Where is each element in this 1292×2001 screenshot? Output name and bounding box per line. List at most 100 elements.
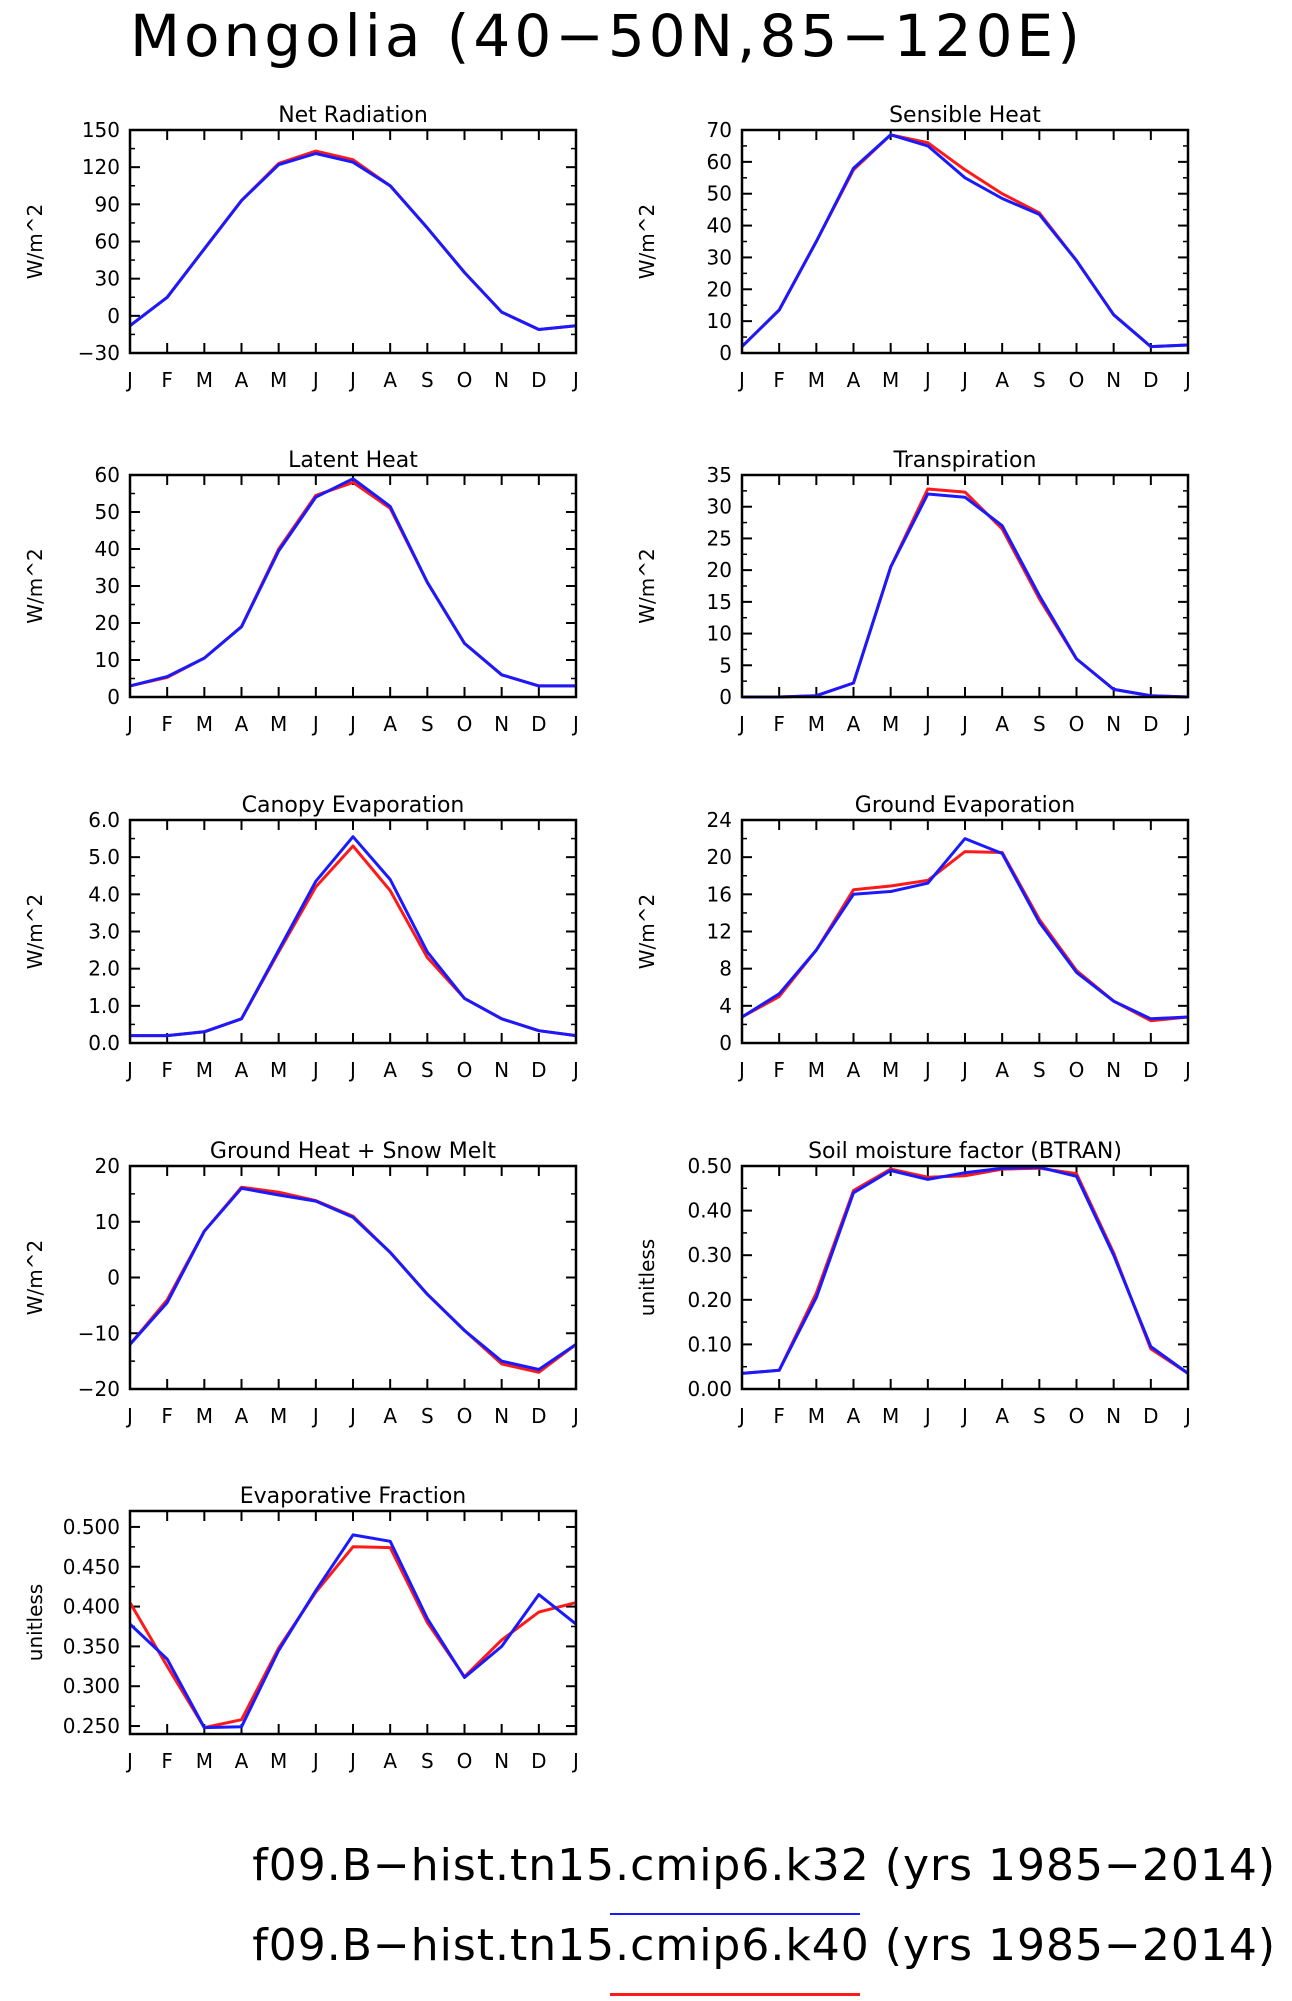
y-tick-label: 0.450 [63,1555,120,1579]
x-tick-label: A [383,1058,397,1082]
x-tick-label: D [1143,1404,1158,1428]
y-tick-label: 60 [95,230,120,254]
x-tick-label: A [995,1058,1009,1082]
x-tick-label: F [161,1749,173,1773]
x-tick-label: F [161,368,173,392]
x-tick-label: J [1183,1058,1191,1082]
y-tick-label: 0.50 [687,1154,732,1178]
y-tick-label: 10 [95,648,120,672]
legend-swatch-k40 [610,1993,860,1996]
x-tick-label: J [125,1749,133,1773]
x-tick-label: D [531,368,546,392]
y-tick-label: 10 [707,622,732,646]
y-tick-label: 0 [719,1031,732,1055]
y-tick-label: 50 [95,500,120,524]
x-tick-label: J [571,1404,579,1428]
plot-frame [128,818,578,1045]
series-line-k32 [740,133,1189,349]
y-tick-label: 4 [719,994,732,1018]
series-line-k40 [129,149,577,331]
x-tick-label: M [196,712,213,736]
x-tick-label: D [531,1404,546,1428]
x-tick-label: J [960,1404,968,1428]
x-tick-label: A [235,1749,249,1773]
panel-title: Sensible Heat [889,103,1041,128]
x-tick-label: S [1033,1404,1046,1428]
x-tick-label: J [1183,1404,1191,1428]
y-tick-label: 0 [719,685,732,709]
plot-frame [740,473,1190,699]
y-tick-label: 30 [707,495,732,519]
x-tick-label: M [270,712,287,736]
y-tick-label: 5.0 [88,845,120,869]
x-tick-label: S [421,1058,434,1082]
y-tick-label: 0.10 [687,1332,732,1356]
panel-title: Evaporative Fraction [240,1484,466,1509]
y-tick-label: 0.250 [63,1714,120,1738]
plot-frame [740,1164,1190,1391]
legend-entry-k40: f09.B−hist.tn15.cmip6.k40 (yrs 1985−2014… [252,1920,1276,1971]
x-tick-label: F [161,1404,173,1428]
x-tick-label: J [923,712,931,736]
x-tick-label: S [421,712,434,736]
x-tick-label: F [161,1058,173,1082]
y-tick-label: 120 [82,155,120,179]
panel-title: Ground Heat + Snow Melt [210,1139,497,1164]
y-tick-label: 0.300 [63,1674,120,1698]
y-tick-label: 24 [707,808,732,832]
x-tick-label: J [923,1404,931,1428]
x-tick-label: J [311,1749,319,1773]
y-axis-label: W/m^2 [23,548,47,623]
panel-9: Evaporative Fraction 0.250 0.300 0.350 0.400… [23,1484,579,1773]
y-tick-label: 20 [95,1154,120,1178]
legend-k40-years: (yrs 1985−2014) [884,1920,1276,1971]
plot-frame [128,128,578,355]
legend-k32-years: (yrs 1985−2014) [884,1840,1276,1891]
x-tick-label: A [847,1404,861,1428]
y-tick-label: 0.0 [88,1031,120,1055]
y-tick-label: 30 [707,245,732,269]
x-tick-label: J [923,1058,931,1082]
x-tick-label: M [196,1058,213,1082]
panel-8: Soil moisture factor (BTRAN) 0.00 0.10 0.20… [635,1139,1191,1428]
series-line-k32 [741,837,1189,1021]
legend-k40-name: f09.B−hist.tn15.cmip6.k40 [252,1920,870,1971]
y-tick-label: 150 [82,118,120,142]
x-tick-label: F [773,1404,785,1428]
x-tick-label: A [847,368,861,392]
x-tick-label: M [808,1058,825,1082]
y-axis-label: W/m^2 [635,894,659,969]
series-line-k40 [128,1185,577,1374]
x-tick-label: J [125,1058,133,1082]
x-tick-label: A [235,1404,249,1428]
series-line-k32 [130,835,577,1038]
x-tick-label: M [808,712,825,736]
series-line-k32 [742,492,1189,699]
x-tick-label: N [1106,1404,1121,1428]
x-tick-label: D [1143,1058,1158,1082]
y-tick-label: 40 [95,537,120,561]
y-tick-label: 0 [107,304,120,328]
y-tick-label: 50 [707,182,732,206]
x-tick-label: J [348,368,356,392]
x-tick-label: J [311,1058,319,1082]
y-tick-label: 30 [95,574,120,598]
x-tick-label: A [235,1058,249,1082]
y-tick-label: 3.0 [88,920,120,944]
x-tick-label: N [494,1404,509,1428]
panel-title: Soil moisture factor (BTRAN) [808,1139,1122,1164]
legend-entry-k32: f09.B−hist.tn15.cmip6.k32 (yrs 1985−2014… [252,1840,1276,1891]
y-tick-label: 20 [707,277,732,301]
x-tick-label: M [270,1404,287,1428]
y-tick-label: 60 [95,463,120,487]
y-axis-label: W/m^2 [23,894,47,969]
y-tick-label: 1.0 [88,994,120,1018]
y-tick-label: 2.0 [88,957,120,981]
x-tick-label: J [960,712,968,736]
y-tick-label: 0.400 [63,1595,120,1619]
x-tick-label: F [161,712,173,736]
legend-swatch-k32 [610,1913,860,1915]
